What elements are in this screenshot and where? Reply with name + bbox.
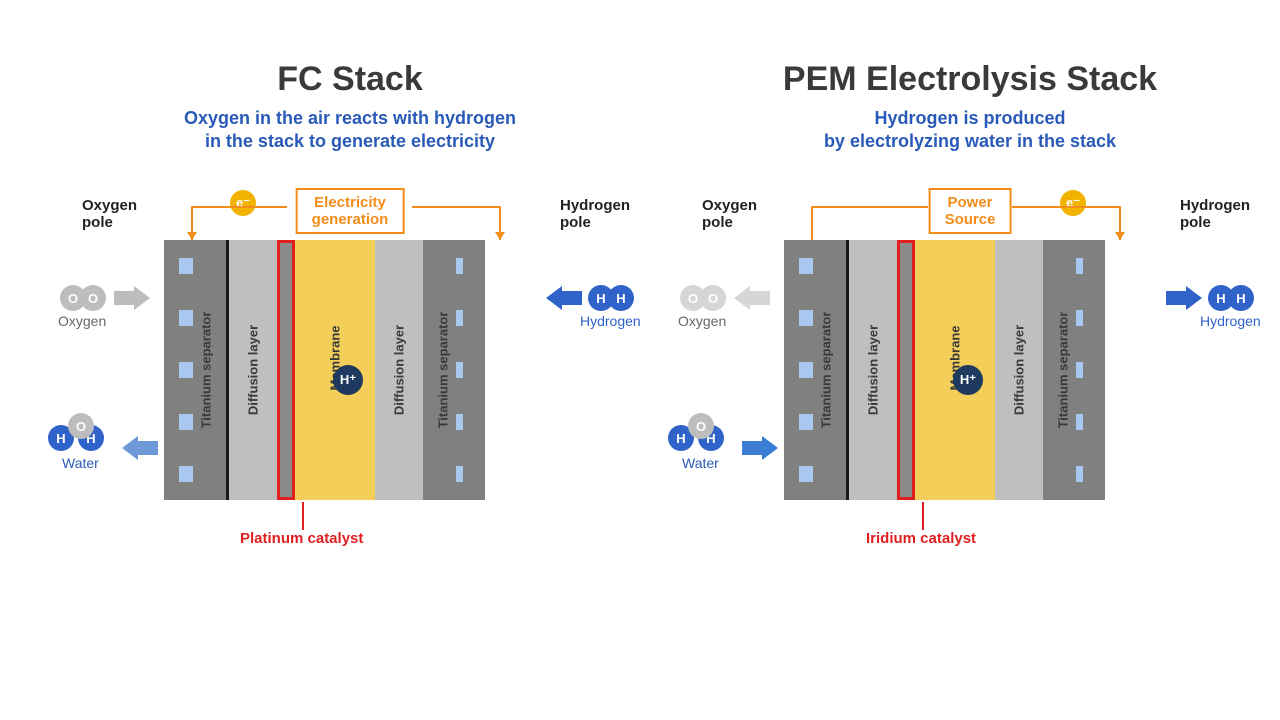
titanium-separator-right: Titanium separator [423,240,463,500]
hydrogen-out-arrow [1166,286,1202,310]
catalyst-layer [897,240,915,500]
layer-stack: Titanium separator Diffusion layer Membr… [164,240,485,500]
panel-subtitle: Hydrogen is produced by electrolyzing wa… [680,107,1260,152]
oxygen-pole-label: Oxygenpole [82,198,137,231]
oxygen-molecule: O O Oxygen [680,285,726,311]
diffusion-layer-right: Diffusion layer [995,240,1043,500]
oxygen-in-arrow [114,286,150,310]
water-molecule: O H H Water [54,425,104,451]
titanium-separator-right-edge [1083,240,1105,500]
power-box: PowerSource [929,188,1012,234]
pem-diagram: Oxygenpole Hydrogenpole PowerSource e⁻ T… [680,170,1260,600]
power-box: Electricitygeneration [296,188,405,234]
hydrogen-in-arrow [546,286,582,310]
panel-title: PEM Electrolysis Stack [680,60,1260,99]
electron-badge: e⁻ [230,190,256,216]
panel-title: FC Stack [60,60,640,99]
water-molecule: O H H Water [674,425,724,451]
hydrogen-pole-label: Hydrogenpole [1180,198,1250,231]
electron-badge: e⁻ [1060,190,1086,216]
catalyst-label: Platinum catalyst [240,530,363,547]
fc-diagram: Oxygenpole Hydrogenpole Electricitygener… [60,170,640,600]
titanium-separator-left: Titanium separator [186,240,226,500]
titanium-separator-right: Titanium separator [1043,240,1083,500]
layer-stack: Titanium separator Diffusion layer Membr… [784,240,1105,500]
oxygen-pole-label: Oxygenpole [702,198,757,231]
oxygen-molecule: O O Oxygen [60,285,106,311]
fc-stack-panel: FC Stack Oxygen in the air reacts with h… [60,60,640,660]
titanium-separator-right-edge [463,240,485,500]
catalyst-label: Iridium catalyst [866,530,976,547]
diffusion-layer-left: Diffusion layer [849,240,897,500]
pem-stack-panel: PEM Electrolysis Stack Hydrogen is produ… [680,60,1260,660]
oxygen-out-arrow [734,286,770,310]
hydrogen-molecule: H H Hydrogen [588,285,634,311]
titanium-separator-left: Titanium separator [806,240,846,500]
panel-subtitle: Oxygen in the air reacts with hydrogen i… [60,107,640,152]
water-in-arrow [742,436,778,460]
hydrogen-molecule: H H Hydrogen [1208,285,1254,311]
diffusion-layer-left: Diffusion layer [229,240,277,500]
catalyst-layer [277,240,295,500]
hydrogen-pole-label: Hydrogenpole [560,198,630,231]
water-out-arrow [122,436,158,460]
hplus-badge: H⁺ [333,365,363,395]
hplus-badge: H⁺ [953,365,983,395]
diffusion-layer-right: Diffusion layer [375,240,423,500]
